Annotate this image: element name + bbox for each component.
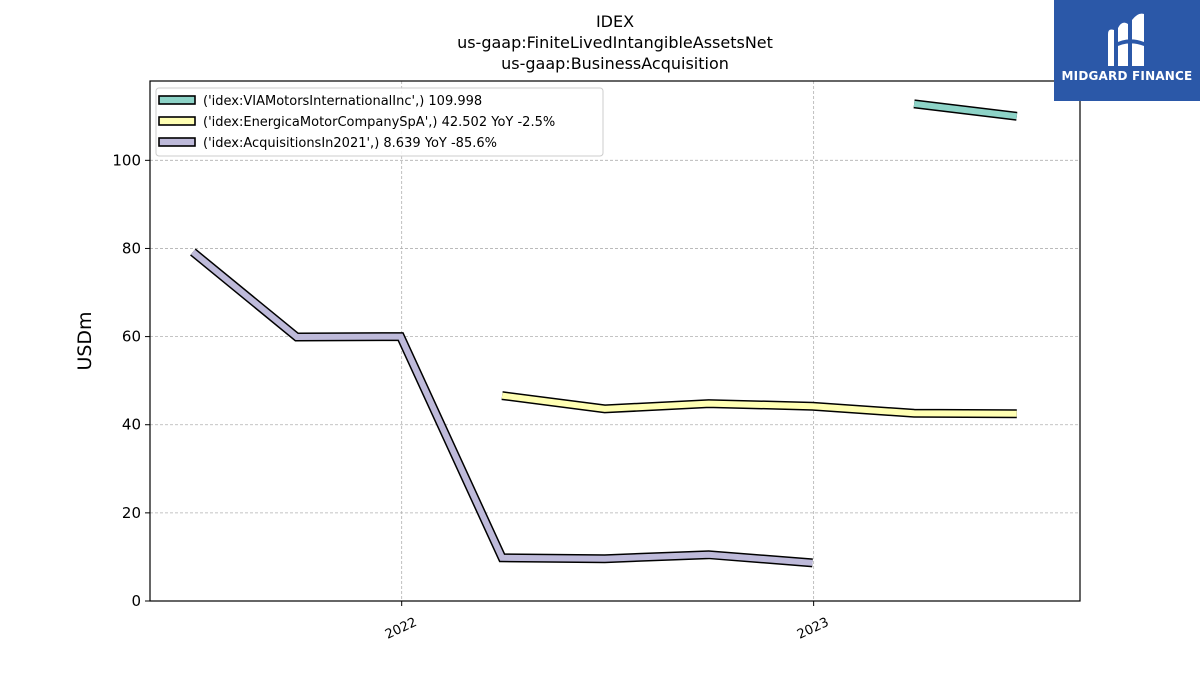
y-tick-label: 40 <box>122 416 141 434</box>
x-axis: 2022 2023 <box>383 601 831 643</box>
legend-swatch <box>158 116 196 126</box>
series-line <box>501 392 1017 417</box>
legend-label: ('idex:VIAMotorsInternationalInc',) 109.… <box>203 94 482 109</box>
logo-text: MIDGARD FINANCE <box>1061 69 1193 83</box>
x-tick-label: 2022 <box>383 615 419 643</box>
y-tick-label: 0 <box>131 592 141 610</box>
legend-label: ('idex:AcquisitionsIn2021',) 8.639 YoY -… <box>203 136 497 151</box>
y-axis: 0 20 40 60 80 100 <box>112 151 150 610</box>
y-tick-label: 100 <box>112 151 141 169</box>
chart-title-line: us-gaap:FiniteLivedIntangibleAssetsNet <box>457 33 773 52</box>
midgard-logo-icon <box>1108 13 1144 67</box>
legend-label: ('idex:EnergicaMotorCompanySpA',) 42.502… <box>203 115 555 130</box>
y-tick-label: 80 <box>122 239 141 257</box>
chart-title: IDEX us-gaap:FiniteLivedIntangibleAssetsN… <box>457 12 773 73</box>
legend-swatch <box>158 95 196 105</box>
legend-box <box>155 87 604 157</box>
series-lines <box>190 99 1018 568</box>
chart-title-line: us-gaap:BusinessAcquisition <box>501 54 729 73</box>
y-tick-label: 60 <box>122 328 141 346</box>
x-tick-label: 2023 <box>795 615 831 643</box>
series-line <box>190 249 813 566</box>
legend-swatch <box>158 137 196 147</box>
plot-frame <box>149 80 1081 602</box>
y-tick-label: 20 <box>122 504 141 522</box>
y-axis-label: USDm <box>74 311 96 370</box>
legend: ('idex:VIAMotorsInternationalInc',) 109.… <box>155 87 604 157</box>
series-line <box>913 100 1018 120</box>
grid <box>150 81 1080 601</box>
midgard-finance-logo: MIDGARD FINANCE <box>1054 0 1200 101</box>
chart-title-line: IDEX <box>596 12 634 31</box>
